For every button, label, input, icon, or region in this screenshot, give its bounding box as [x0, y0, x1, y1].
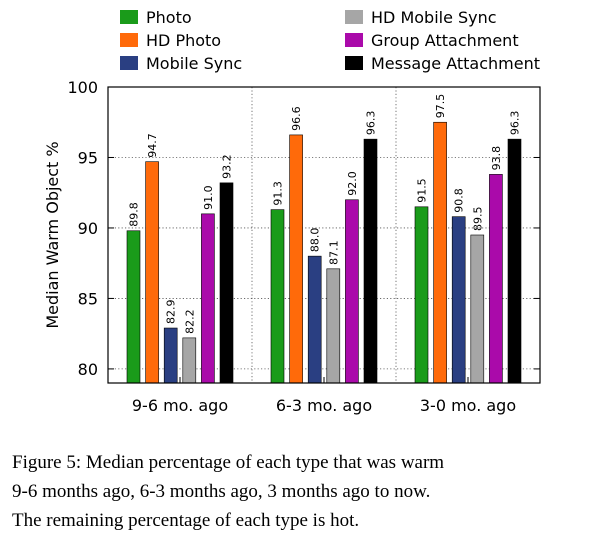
bar: [270, 209, 285, 384]
bar-value-label: 96.3: [365, 111, 378, 136]
bars: [126, 121, 522, 384]
bar-value-label: 93.2: [221, 154, 234, 179]
bar-value-label: 89.8: [128, 202, 141, 227]
bar-value-label: 96.6: [290, 106, 303, 131]
bar: [201, 213, 215, 384]
bar-value-label: 92.0: [346, 171, 359, 196]
caption-line: The remaining percentage of each type is…: [12, 510, 360, 531]
bar: [451, 216, 466, 384]
y-axis-label: Median Warm Object %: [43, 141, 62, 328]
y-tick-label: 80: [78, 360, 98, 379]
bar: [363, 138, 378, 384]
y-tick-label: 95: [78, 148, 98, 167]
bar: [470, 234, 485, 384]
value-labels: 89.8 94.7 82.9 82.2 91.0 93.2 91.3 96.6 88.0 87.1…: [128, 94, 522, 334]
axes: 80 85 90 95 100 Median Warm Object % 9-6 mo. a…: [43, 78, 541, 415]
bar: [507, 138, 522, 384]
bar-value-label: 88.0: [309, 228, 322, 253]
legend-label: Group Attachment: [371, 31, 519, 50]
caption-line: Figure 5: Median percentage of each type…: [12, 452, 445, 473]
bar: [414, 206, 429, 384]
bar-value-label: 96.3: [509, 111, 522, 136]
bar: [163, 327, 178, 384]
x-tick-label: 3-0 mo. ago: [420, 396, 516, 415]
gridlines: [108, 87, 540, 383]
caption-line: 9-6 months ago, 6-3 months ago, 3 months…: [12, 481, 431, 502]
legend-swatch: [120, 10, 138, 24]
bar: [182, 337, 197, 384]
bar: [289, 134, 303, 384]
bar: [433, 121, 447, 384]
legend-label: Message Attachment: [371, 54, 540, 73]
bar-value-label: 91.3: [272, 181, 285, 206]
legend-label: HD Photo: [146, 31, 221, 50]
x-tick-label: 9-6 mo. ago: [132, 396, 228, 415]
bar-value-label: 97.5: [434, 94, 447, 119]
legend: Photo HD Photo Mobile Sync HD Mobile Sync Gr…: [120, 8, 540, 73]
bar-value-label: 93.8: [490, 146, 503, 171]
bar: [126, 230, 141, 384]
bar: [489, 174, 503, 384]
bar: [326, 268, 341, 384]
bar-value-label: 89.5: [471, 207, 484, 232]
bar-value-label: 90.8: [453, 188, 466, 213]
legend-label: HD Mobile Sync: [371, 8, 497, 27]
y-tick-label: 100: [67, 78, 98, 97]
legend-label: Mobile Sync: [146, 54, 242, 73]
legend-swatch: [120, 33, 138, 47]
figure-caption: Figure 5: Median percentage of each type…: [12, 448, 597, 535]
bar-chart: Photo HD Photo Mobile Sync HD Mobile Sync Gr…: [43, 8, 541, 415]
bar-value-label: 91.0: [202, 185, 215, 210]
legend-swatch: [345, 33, 363, 47]
legend-swatch: [345, 56, 363, 70]
bar-value-label: 82.2: [183, 309, 196, 334]
bar-value-label: 91.5: [416, 178, 429, 203]
bar-value-label: 82.9: [165, 300, 178, 325]
y-tick-label: 90: [78, 219, 98, 238]
bar: [145, 161, 159, 384]
bar-value-label: 87.1: [327, 240, 340, 265]
legend-swatch: [120, 56, 138, 70]
bar: [219, 182, 234, 384]
y-tick-label: 85: [78, 289, 98, 308]
legend-swatch: [345, 10, 363, 24]
x-tick-label: 6-3 mo. ago: [276, 396, 372, 415]
bar: [345, 199, 359, 384]
bar: [307, 255, 322, 384]
bar-value-label: 94.7: [146, 133, 159, 158]
legend-label: Photo: [146, 8, 192, 27]
